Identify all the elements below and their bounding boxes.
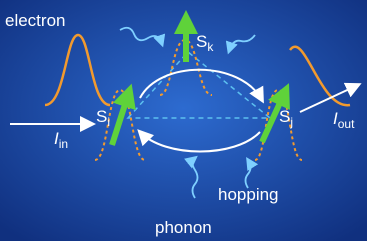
electron-label: electron xyxy=(5,11,65,30)
hopping-label: hopping xyxy=(218,185,279,204)
diagram: electron hopping phonon Sk Si Sj Iin Iou… xyxy=(0,0,367,241)
phonon-label: phonon xyxy=(155,218,212,237)
